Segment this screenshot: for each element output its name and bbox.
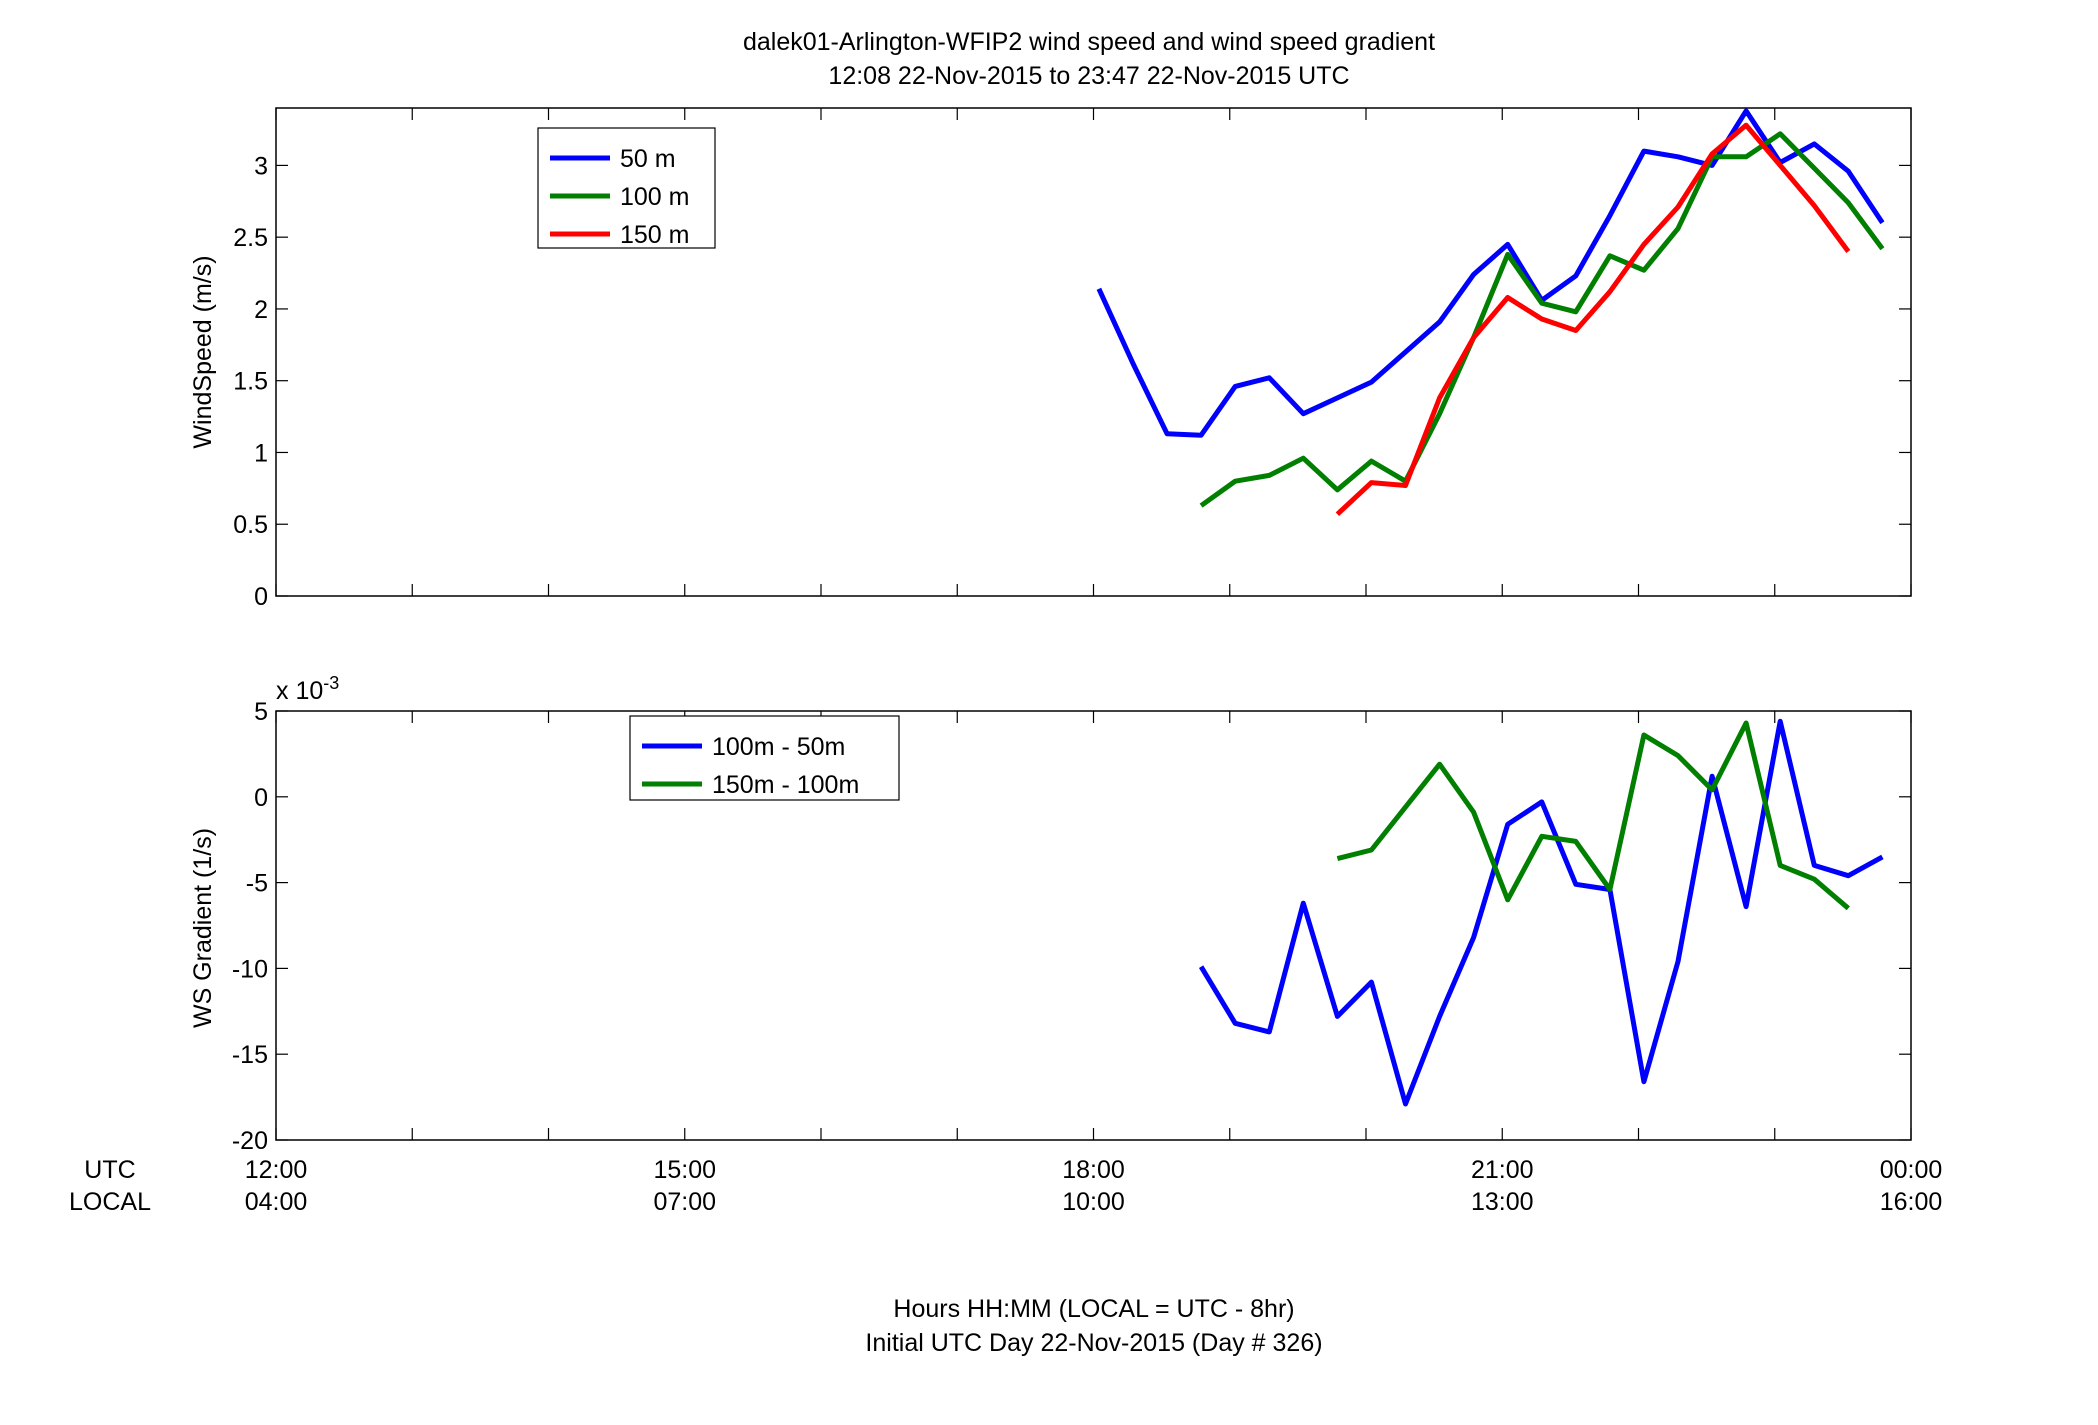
legend-label: 50 m	[620, 145, 676, 173]
gradient-ytick-label: -20	[232, 1127, 268, 1155]
gradient-ytick-label: -15	[232, 1041, 268, 1069]
local-row-label: LOCAL	[69, 1188, 151, 1216]
windspeed-lines	[1096, 108, 1885, 517]
gradient-ytick-label: -5	[246, 870, 268, 898]
figure-title-line1: dalek01-Arlington-WFIP2 wind speed and w…	[743, 28, 1435, 56]
x-tick-label-local: 04:00	[245, 1188, 308, 1216]
x-tick-label-utc: 21:00	[1471, 1156, 1534, 1184]
windspeed-ytick-label: 1.5	[233, 368, 268, 396]
windspeed-ytick-label: 0.5	[233, 511, 268, 539]
windspeed-ytick-label: 1	[254, 439, 268, 467]
windspeed-ytick-label: 3	[254, 152, 268, 180]
gradient-lines	[1198, 718, 1884, 1107]
x-tick-label-utc: 00:00	[1880, 1156, 1943, 1184]
gradient-ticks: -20 -15 -10 -5 0 5	[232, 698, 1912, 1155]
gradient-legend-box	[629, 715, 900, 801]
x-tick-label-local: 10:00	[1062, 1188, 1125, 1216]
windspeed-ytick-label: 2	[254, 296, 268, 324]
x-tick-labels: 12:00 04:00 15:00 07:00 18:00 10:00 21:00 13:00…	[245, 1156, 1943, 1216]
gradient-ytick-label: 5	[254, 698, 268, 726]
legend-label: 150 m	[620, 221, 689, 249]
utc-row-label: UTC	[84, 1156, 135, 1184]
figure-title-line2: 12:08 22-Nov-2015 to 23:47 22-Nov-2015 U…	[828, 62, 1349, 90]
gradient-plot-area	[275, 710, 1912, 1141]
x-tick-label-utc: 12:00	[245, 1156, 308, 1184]
gradient-ytick-label: -10	[232, 955, 268, 983]
series-line-150-m	[1335, 122, 1851, 517]
x-tick-label-utc: 15:00	[653, 1156, 716, 1184]
windspeed-ytick-label: 0	[254, 583, 268, 611]
gradient-ylabel: WS Gradient (1/s)	[189, 828, 217, 1028]
windspeed-ytick-label: 2.5	[233, 224, 268, 252]
series-line-100m-50m	[1198, 718, 1884, 1107]
gradient-legend: 100m - 50m 150m - 100m	[629, 715, 900, 801]
windspeed-panel: 0 0.5 1 1.5 2 2.5 3 WindSpeed (m/s) 50 m 100 m 1…	[189, 107, 1912, 611]
gradient-ytick-label: 0	[254, 784, 268, 812]
gradient-panel: -20 -15 -10 -5 0 5 WS Gradient (1/s) x 10-3 1…	[189, 673, 1912, 1155]
windspeed-plot-area	[275, 107, 1912, 597]
series-line-100-m	[1199, 131, 1885, 508]
legend-label: 150m - 100m	[712, 771, 859, 799]
x-tick-label-local: 07:00	[653, 1188, 716, 1216]
footer-line2: Initial UTC Day 22-Nov-2015 (Day # 326)	[865, 1329, 1322, 1357]
x-tick-label-local: 13:00	[1471, 1188, 1534, 1216]
x-tick-label-utc: 18:00	[1062, 1156, 1125, 1184]
windspeed-legend-box	[537, 127, 716, 249]
windspeed-ticks: 0 0.5 1 1.5 2 2.5 3	[233, 108, 1912, 611]
legend-label: 100 m	[620, 183, 689, 211]
windspeed-ylabel: WindSpeed (m/s)	[189, 255, 217, 448]
footer-line1: Hours HH:MM (LOCAL = UTC - 8hr)	[893, 1295, 1294, 1323]
gradient-multiplier: x 10-3	[276, 673, 339, 705]
legend-label: 100m - 50m	[712, 733, 845, 761]
series-line-150m-100m	[1336, 720, 1850, 911]
x-tick-label-local: 16:00	[1880, 1188, 1943, 1216]
series-line-50-m	[1096, 108, 1885, 438]
windspeed-legend: 50 m 100 m 150 m	[537, 127, 716, 249]
